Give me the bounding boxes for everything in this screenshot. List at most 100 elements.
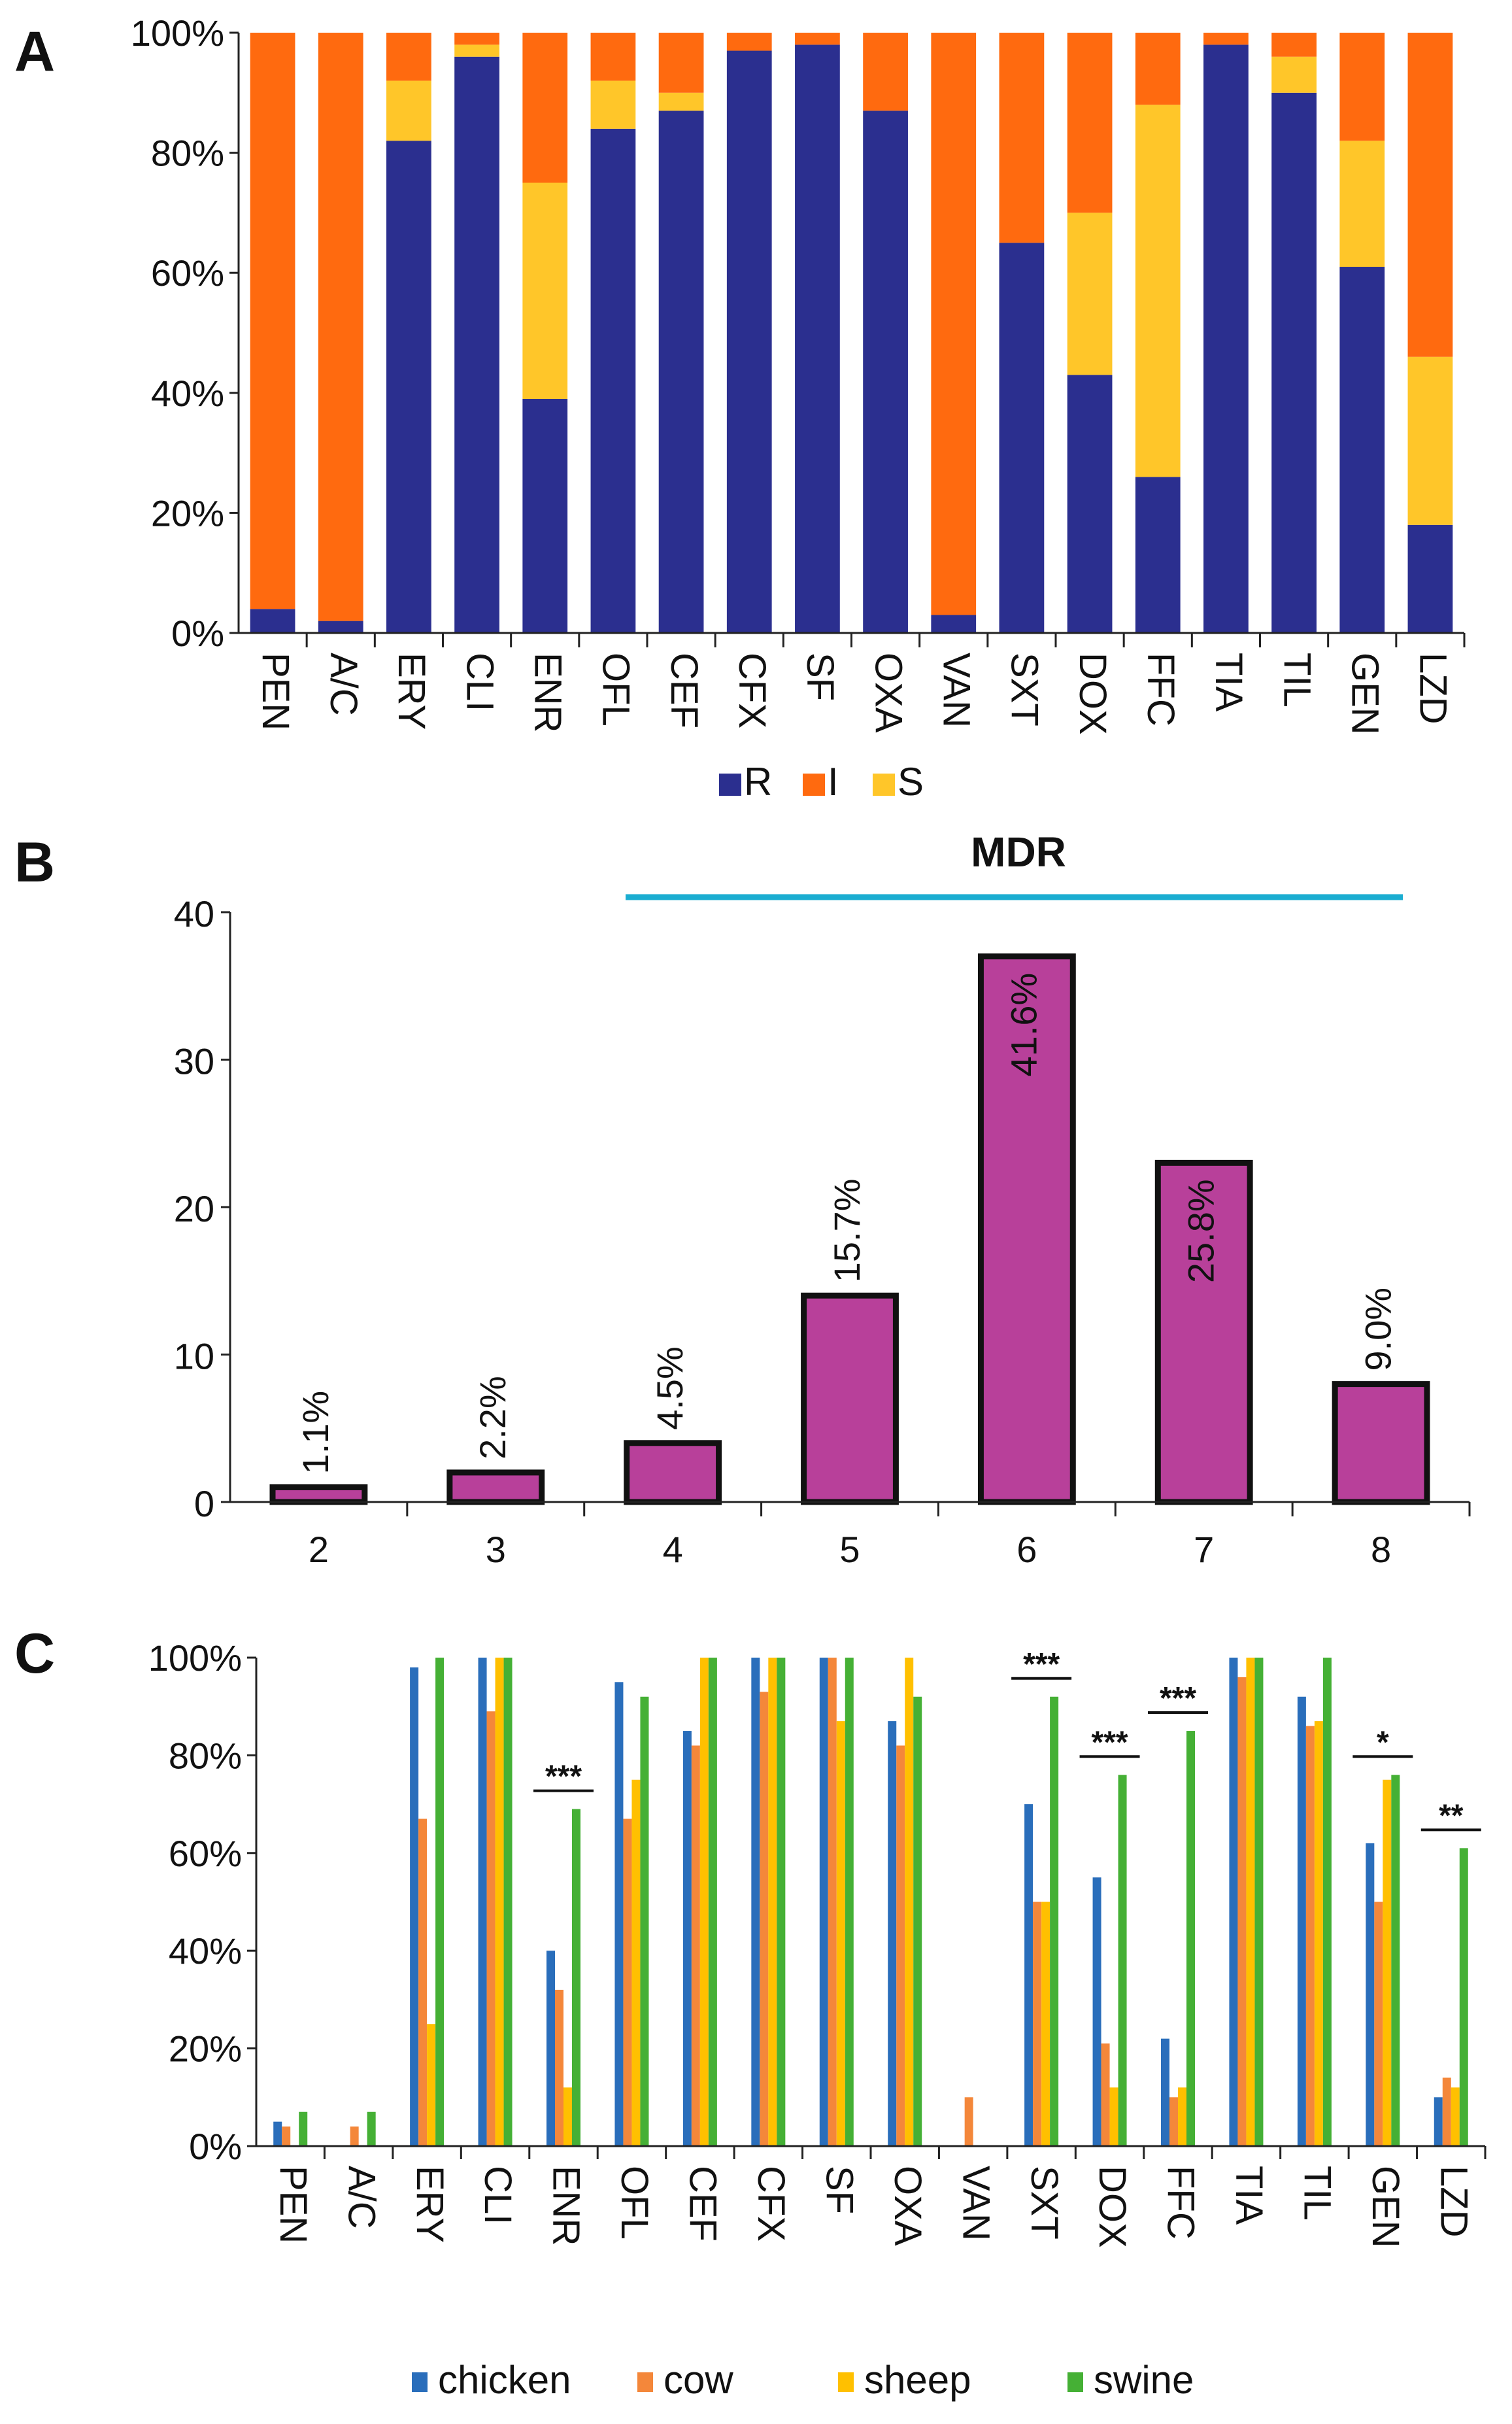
x-tick-label-5: 5: [839, 1529, 860, 1570]
bar-2: [269, 1484, 368, 1505]
x-tick-label-lzd: LZD: [1432, 2166, 1475, 2238]
y-tick-label: 60%: [169, 1833, 242, 1874]
bar-cow-cef: [691, 1745, 700, 2146]
y-tick-label: 0%: [189, 2126, 242, 2167]
bar-r-oxa: [863, 111, 908, 634]
bar-sheep-cfx: [768, 1658, 777, 2146]
x-tick-label-cfx: CFX: [750, 2166, 792, 2242]
x-tick-label-tia: TIA: [1207, 653, 1250, 712]
bar-swine-sxt: [1050, 1696, 1059, 2146]
bar-4: [624, 1440, 722, 1505]
bar-5: [801, 1292, 899, 1505]
data-label-4: 4.5%: [649, 1346, 690, 1430]
x-tick-label-gen: GEN: [1343, 653, 1386, 735]
x-tick-label-enr: ENR: [545, 2166, 588, 2245]
y-tick-label: 10: [174, 1336, 214, 1377]
bar-s-ffc: [1135, 105, 1181, 477]
x-tick-label-cli: CLI: [477, 2166, 519, 2225]
bar-i-sf: [795, 33, 840, 45]
bar-i-til: [1271, 33, 1317, 57]
data-label-7: 25.8%: [1181, 1179, 1222, 1283]
y-tick-label: 40%: [151, 373, 224, 414]
bar-swine-pen: [299, 2111, 308, 2146]
bar-s-cef: [658, 92, 704, 111]
bar-r-lzd: [1407, 524, 1453, 633]
bar-r-pen: [250, 609, 295, 633]
y-tick-label: 0%: [171, 613, 224, 654]
x-tick-label-6: 6: [1016, 1529, 1037, 1570]
data-label-6: 41.6%: [1003, 973, 1045, 1077]
bar-r-enr: [522, 398, 568, 633]
bar-i-lzd: [1407, 33, 1453, 357]
bar-r-cfx: [726, 50, 772, 634]
bar-cow-gen: [1374, 1902, 1383, 2146]
legend-label-r: R: [744, 760, 772, 804]
bar-sheep-ffc: [1178, 2087, 1186, 2146]
x-tick-label-cef: CEF: [682, 2166, 724, 2242]
bar-swine-cef: [708, 1658, 717, 2146]
x-tick-label-a-c: A/C: [340, 2166, 382, 2229]
legend-swatch-s: [873, 774, 895, 796]
bar-r-ofl: [590, 128, 636, 633]
bar-s-gen: [1339, 141, 1385, 267]
x-tick-label-ofl: OFL: [595, 653, 637, 726]
x-tick-label-cef: CEF: [663, 653, 705, 728]
bar-swine-ofl: [640, 1696, 649, 2146]
bar-cow-cli: [486, 1711, 496, 2146]
legend-swatch-i: [803, 774, 825, 796]
y-tick-label: 20%: [151, 492, 224, 534]
x-tick-label-7: 7: [1194, 1529, 1214, 1570]
bar-s-cli: [454, 44, 499, 57]
bar-swine-ery: [435, 1658, 445, 2146]
legend-swatch-chicken: [412, 2372, 428, 2392]
panel-b-letter: B: [14, 831, 55, 894]
bar-i-tia: [1203, 33, 1249, 45]
bar-s-ofl: [590, 80, 636, 129]
bar-r-cli: [454, 56, 499, 634]
legend-label-sheep: sheep: [864, 2358, 971, 2402]
legend-label-s: S: [898, 760, 924, 804]
x-tick-label-cfx: CFX: [731, 653, 773, 728]
bar-i-sxt: [999, 33, 1045, 243]
bar-chicken-cfx: [751, 1658, 760, 2146]
x-tick-label-sxt: SXT: [1003, 653, 1046, 726]
y-tick-label: 40: [174, 893, 214, 934]
x-tick-label-ery: ERY: [409, 2166, 451, 2243]
bar-s-enr: [522, 182, 568, 399]
bar-i-a-c: [318, 33, 363, 621]
x-tick-label-ofl: OFL: [613, 2166, 656, 2240]
bar-r-van: [931, 615, 977, 633]
bar-i-ffc: [1135, 33, 1181, 105]
bar-sheep-lzd: [1451, 2087, 1460, 2146]
bar-swine-lzd: [1459, 1848, 1468, 2146]
bar-chicken-oxa: [888, 1721, 897, 2146]
x-tick-label-enr: ENR: [526, 653, 569, 732]
bar-chicken-cef: [682, 1731, 692, 2146]
legend-swatch-cow: [637, 2372, 653, 2392]
bar-s-lzd: [1407, 356, 1453, 525]
bar-sheep-tia: [1246, 1658, 1255, 2146]
y-tick-label: 40%: [169, 1930, 242, 1972]
bar-sheep-ery: [427, 2024, 436, 2146]
bar-cow-enr: [555, 1989, 563, 2146]
y-tick-label: 0: [194, 1483, 214, 1524]
bar-swine-cli: [503, 1658, 512, 2146]
data-label-3: 2.2%: [472, 1376, 513, 1460]
x-tick-label-a-c: A/C: [322, 653, 365, 716]
x-tick-label-3: 3: [486, 1529, 506, 1570]
bar-i-cef: [658, 33, 704, 93]
x-tick-label-pen: PEN: [272, 2166, 314, 2244]
bar-sheep-ofl: [631, 1779, 641, 2146]
bar-i-ery: [386, 33, 431, 81]
x-tick-label-oxa: OXA: [867, 653, 909, 733]
bar-swine-gen: [1391, 1775, 1400, 2146]
x-tick-label-ffc: FFC: [1139, 653, 1182, 726]
bar-r-sf: [795, 44, 840, 634]
bar-cow-a-c: [350, 2126, 359, 2146]
data-label-8: 9.0%: [1357, 1288, 1398, 1371]
bar-chicken-enr: [546, 1951, 555, 2146]
bar-cow-oxa: [896, 1745, 905, 2146]
bar-swine-ffc: [1186, 1731, 1195, 2146]
bar-chicken-sf: [819, 1658, 828, 2146]
